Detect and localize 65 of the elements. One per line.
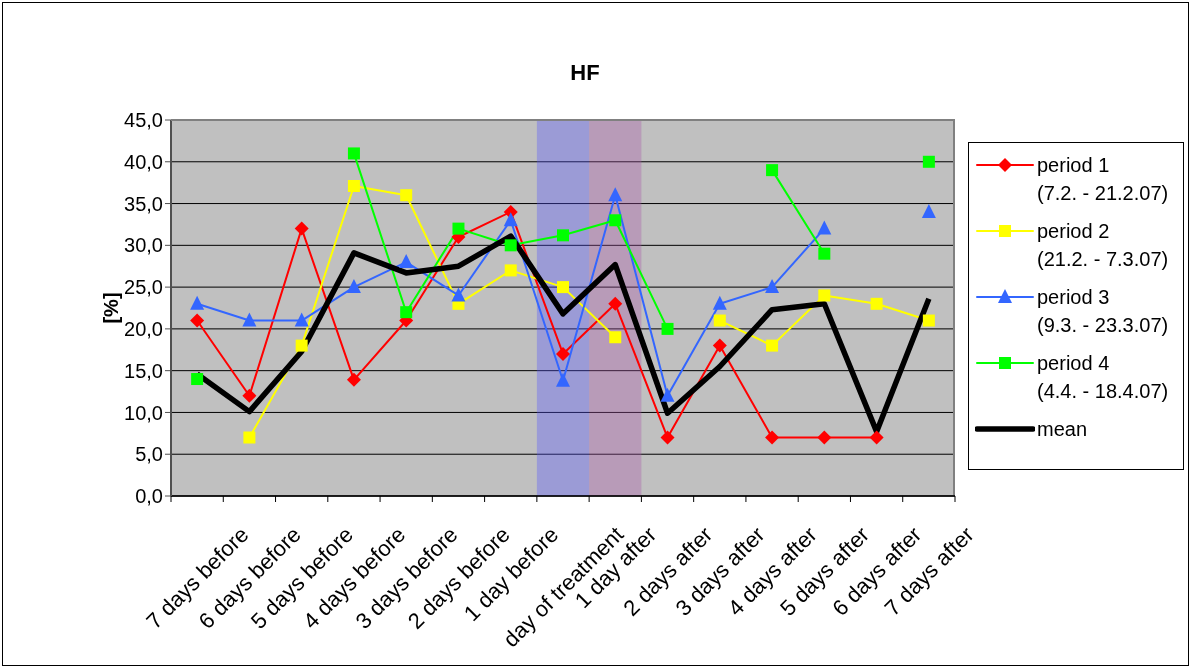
point [399,254,414,269]
point [818,289,831,302]
legend-label: mean [1037,417,1088,442]
point [295,339,308,352]
point [922,314,935,327]
point [556,372,570,387]
point [608,296,623,311]
point [608,187,623,202]
point [190,313,205,328]
y-tick-label: 20,0 [124,317,163,340]
point [713,314,726,327]
point [766,164,779,177]
y-tick-label: 30,0 [124,234,163,257]
point [817,430,832,445]
y-tick-label: 35,0 [124,192,163,215]
point [661,322,674,335]
point [503,212,518,227]
point [921,203,936,218]
y-axis-title: [%] [100,292,122,324]
point [660,430,675,445]
point [242,312,257,327]
point [504,264,517,277]
point [504,239,517,252]
point [451,287,466,302]
y-tick-label: 5,0 [135,443,163,466]
y-tick-label: 25,0 [124,276,163,299]
point [191,373,204,386]
point [400,189,413,202]
point [347,180,360,193]
point [243,431,256,444]
point [817,220,832,235]
legend-label: period 4 (4.4. - 18.4.07) [1037,351,1169,404]
point [347,147,360,160]
point [609,214,622,227]
point [346,279,361,294]
point [818,247,831,260]
legend-label: period 2 (21.2. - 7.3.07) [1037,219,1169,272]
point [922,155,935,168]
point [557,281,569,294]
point [765,430,780,445]
point [766,339,779,352]
point [712,338,727,353]
point [870,297,883,310]
legend-label: period 3 (9.3. - 23.3.07) [1037,285,1169,338]
y-tick-label: 15,0 [124,359,163,382]
point [294,312,309,327]
point [400,306,413,319]
legend-label: period 1 (7.2. - 21.2.07) [1037,153,1169,206]
point [557,229,569,242]
point [660,387,675,402]
point [452,222,465,235]
chart-title: HF [569,60,601,86]
point [609,331,622,344]
point [869,430,884,445]
point [294,221,309,236]
point [765,279,780,294]
point [712,295,727,310]
point [556,346,570,361]
point [242,388,257,403]
y-tick-label: 10,0 [124,401,163,424]
y-tick-label: 40,0 [124,150,163,173]
point [190,295,205,310]
y-tick-label: 0,0 [135,485,163,508]
y-tick-label: 45,0 [124,109,163,132]
point [346,372,361,387]
